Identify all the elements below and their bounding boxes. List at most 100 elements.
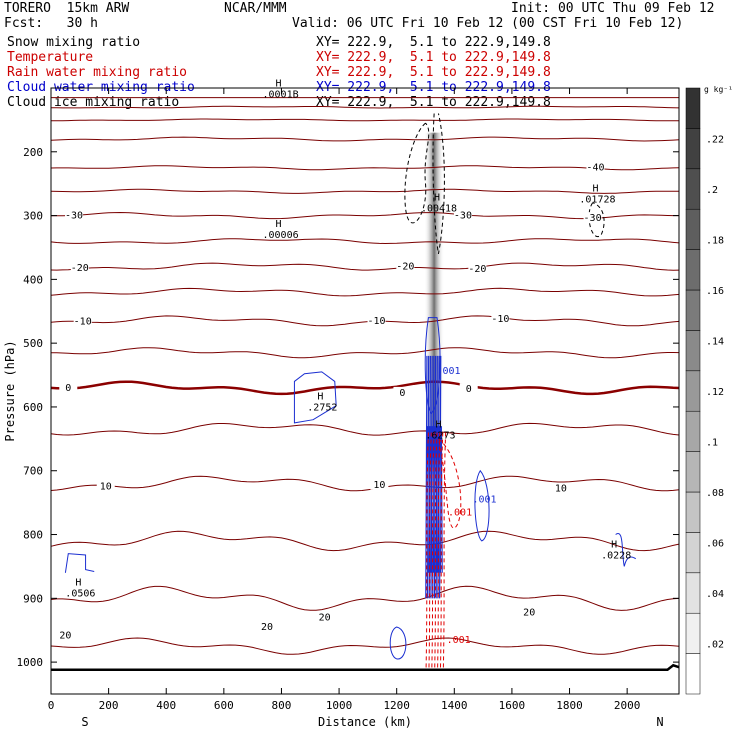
isotherm-label: -20 [468,264,486,275]
isotherm-label: -20 [396,262,414,273]
isotherm-label: -30 [65,211,83,222]
colorbar-level [685,128,701,170]
high-value: .6273 [425,430,455,441]
legend-snow-name: Snow mixing ratio [7,35,141,50]
isotherm-label: 0 [65,383,71,394]
rain-water-contour [439,432,444,669]
colorbar-level [685,208,701,250]
colorbar-tick-label: .04 [706,589,724,600]
isotherm-15 [50,530,680,552]
colorbar-level [685,532,701,574]
high-marker: H [435,419,441,430]
cloud-water-contour [64,553,95,573]
colorbar-tick-label: .08 [706,488,724,499]
x-tick-label: 800 [272,699,292,712]
x-tick-label: 1000 [326,699,353,712]
rain-water-contour [437,438,462,529]
isotherm--40 [50,165,680,171]
colorbar-level [685,249,701,291]
high-value: .00418 [421,203,457,214]
isotherm-label: 20 [523,607,535,618]
colorbar-tick-label: .1 [706,438,718,449]
colorbar-level [685,572,701,614]
isotherm--20 [50,262,680,271]
y-axis-title: Pressure (hPa) [3,340,17,441]
isotherm--15 [50,287,680,297]
isotherm-label-bg [520,606,539,618]
north-end-label: N [656,715,663,729]
model-title: TORERO 15km ARW [4,1,130,16]
colorbar-tick-label: .06 [706,539,724,550]
cloud-water-contour [293,371,337,424]
legend-rain-name: Rain water mixing ratio [7,65,188,80]
colorbar-tick-label: .16 [706,286,724,297]
isotherm-label-bg [258,621,277,633]
isotherm-label: -20 [71,263,89,274]
rain-water-label: .001 [448,507,472,518]
isotherm-label-bg [56,629,75,641]
isotherm-label: 10 [373,480,385,491]
x-tick-label: 2000 [614,699,641,712]
colorbar-level [685,289,701,331]
isotherm-label-bg [59,381,78,393]
colorbar-level [685,168,701,210]
y-tick-label: 700 [23,465,43,478]
y-tick-label: 500 [23,337,43,350]
isotherm-label: 20 [319,612,331,623]
y-tick-label: 400 [23,273,43,286]
cloud-ice-contour [432,113,445,254]
isotherm-10 [50,475,680,492]
cloud-water-contour [424,317,441,414]
x-tick-label: 400 [156,699,176,712]
isotherm-label-bg [583,212,602,224]
isotherm--50 [50,118,680,122]
isotherm-label: -10 [491,314,509,325]
isotherm--5 [50,347,680,359]
isotherm-label-bg [315,611,334,623]
cloud-water-contour [474,469,490,542]
isotherm-label: 10 [555,484,567,495]
center-label: NCAR/MMM [224,1,287,16]
isotherm-label-bg [73,315,92,327]
colorbar-level [685,491,701,533]
colorbar-unit: g kg⁻¹ [704,85,733,94]
rain-water-contour [428,432,432,669]
isotherm-label: 20 [59,630,71,641]
x-tick-label: 1200 [383,699,410,712]
high-marker: H [276,79,282,90]
isotherm-0 [50,380,680,396]
x-tick-label: 0 [48,699,55,712]
isotherm-label-bg [459,383,478,395]
isotherm-5 [50,422,680,436]
y-tick-label: 800 [23,529,43,542]
isotherm-label: 10 [100,482,112,493]
x-tick-label: 600 [214,699,234,712]
plot-frame [50,87,680,695]
colorbar-level [685,410,701,452]
isotherm-label: -10 [367,316,385,327]
colorbar-level [685,330,701,372]
x-tick-label: 1800 [556,699,583,712]
cloud-water-contour [389,626,407,660]
cloud-water-contour [439,355,443,599]
colorbar-tick-label: .12 [706,387,724,398]
isotherm-label-bg [491,312,510,324]
high-value: .00006 [263,230,299,241]
isotherm--35 [50,188,680,194]
terrain-line [51,663,680,672]
x-axis-title: Distance (km) [318,715,412,729]
isotherm-label-bg [65,209,84,221]
high-value: .01728 [579,194,615,205]
legend-snow-xy: XY= 222.9, 5.1 to 222.9,149.8 [316,35,551,50]
isotherm--55 [50,105,680,109]
y-tick-label: 900 [23,592,43,605]
isotherm--45 [50,136,680,142]
isotherm-label-bg [370,478,389,490]
isotherm-label: -10 [74,316,92,327]
legend-temp-name: Temperature [7,50,94,65]
y-tick-label: 200 [23,146,43,159]
legend-cloudice-name: Cloud ice mixing ratio [7,95,180,110]
cloud-water-label: .001 [473,495,497,506]
legend-temp-xy: XY= 222.9, 5.1 to 222.9,149.8 [316,50,551,65]
